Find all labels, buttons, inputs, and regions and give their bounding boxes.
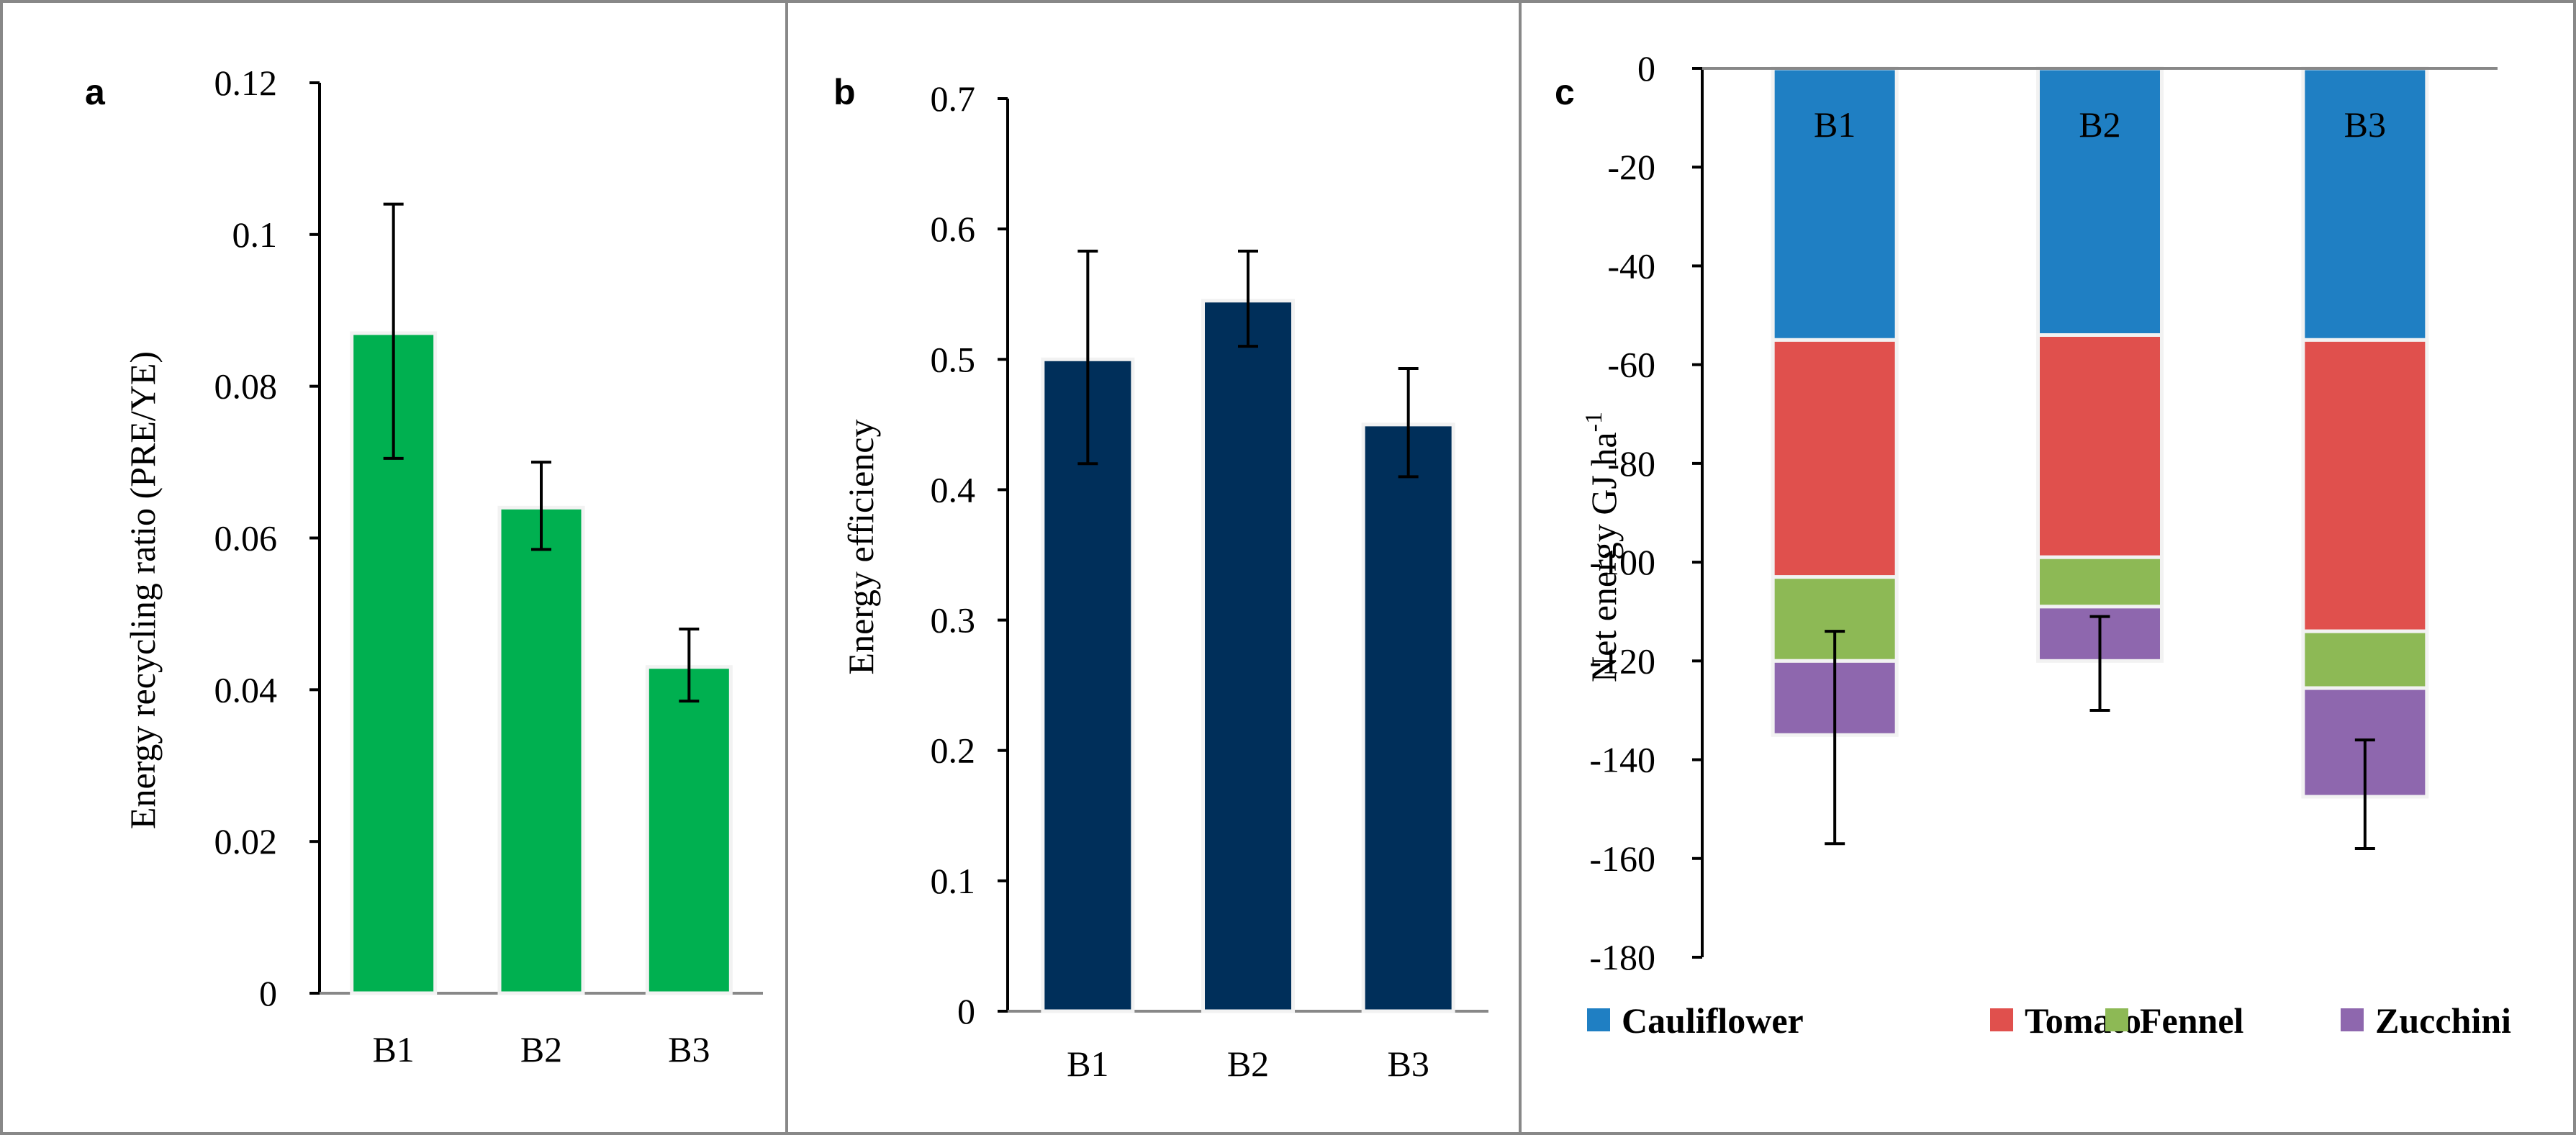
x-tick-label-B2: B2: [1227, 1044, 1269, 1084]
y-tick-label: 0.6: [931, 209, 976, 249]
x-tick-label-B3: B3: [1387, 1044, 1429, 1084]
x-tick-label-B2: B2: [520, 1029, 562, 1070]
legend-swatch-cauliflower: [1587, 1008, 1610, 1031]
bar-B1: [1041, 357, 1135, 1013]
y-tick-label: 0.3: [931, 600, 976, 641]
bar-label-B3: B3: [2344, 104, 2386, 145]
y-tick-label: 0.1: [931, 861, 976, 901]
legend-label-fennel: Fennel: [2140, 1000, 2244, 1041]
y-tick-label: 0.04: [214, 669, 278, 710]
y-tick-label: -180: [1589, 937, 1655, 977]
segment-cauliflower-B2: [2036, 66, 2164, 337]
panel-c-ylabel: Net energy GJ ha-1: [1581, 412, 1624, 682]
panel-c-ylabel-sup: -1: [1581, 412, 1607, 432]
segment-fennel-B3: [2301, 629, 2429, 690]
bar-label-B2: B2: [2079, 104, 2120, 145]
y-tick-label: -160: [1589, 838, 1655, 879]
legend-swatch-fennel: [2105, 1008, 2128, 1031]
y-tick-label: -40: [1607, 245, 1655, 286]
y-tick-label: -60: [1607, 345, 1655, 385]
x-tick-label-B3: B3: [668, 1029, 710, 1070]
bar-B3: [645, 665, 733, 995]
y-tick-label: 0.5: [931, 339, 976, 379]
y-tick-label: 0.4: [931, 469, 976, 510]
y-tick-label: 0.1: [232, 214, 278, 255]
panel-letter-b: b: [833, 72, 856, 112]
y-tick-label: 0.7: [931, 78, 976, 119]
legend-swatch-zucchini: [2341, 1008, 2364, 1031]
y-tick-label: 0: [957, 991, 975, 1031]
legend-label-cauliflower: Cauliflower: [1622, 1000, 1804, 1041]
bar-B2: [1201, 299, 1295, 1013]
legend-swatch-tomato: [1990, 1008, 2013, 1031]
x-tick-label-B1: B1: [372, 1029, 414, 1070]
y-tick-label: -80: [1607, 443, 1655, 484]
bar-B2: [497, 505, 585, 995]
segment-tomato-B2: [2036, 333, 2164, 559]
segment-fennel-B2: [2036, 555, 2164, 609]
bar-B3: [1361, 422, 1455, 1013]
y-tick-label: -120: [1589, 641, 1655, 681]
panel-a-chart: 0 0.02 0.04 0.06 0.08 0.1 0.12 B1 B2 B3: [214, 63, 763, 1070]
panel-c-chart: 0 -20 -40 -60 -80 -100 -120 -140 -160 -180 B1 B2 B3: [1589, 48, 2498, 977]
y-tick-label: 0.2: [931, 731, 976, 771]
segment-cauliflower-B3: [2301, 66, 2429, 342]
segment-tomato-B3: [2301, 338, 2429, 633]
y-tick-label: 0.08: [214, 366, 278, 407]
y-tick-label: 0: [259, 973, 277, 1013]
panel-letter-a: a: [85, 72, 106, 112]
panel-a-ylabel: Energy recycling ratio (PRE/YE): [122, 351, 163, 829]
y-tick-label: -140: [1589, 740, 1655, 780]
y-tick-label: 0.06: [214, 518, 278, 559]
panel-b-chart: 0 0.1 0.2 0.3 0.4 0.5 0.6 0.7 B1 B2 B3: [931, 78, 1488, 1084]
y-tick-label: -20: [1607, 147, 1655, 187]
panel-c-ylabel-text: Net energy GJ ha: [1583, 432, 1624, 682]
y-tick-label: 0.02: [214, 821, 278, 862]
bar-label-B1: B1: [1814, 104, 1856, 145]
y-tick-label: -100: [1589, 542, 1655, 582]
y-tick-label: 0: [1637, 48, 1655, 89]
y-tick-label: 0.12: [214, 63, 278, 103]
panel-letter-c: c: [1555, 72, 1575, 112]
panel-b-ylabel: Energy efficiency: [841, 420, 881, 675]
x-tick-label-B1: B1: [1067, 1044, 1108, 1084]
legend-label-zucchini: Zucchini: [2375, 1000, 2511, 1041]
segment-tomato-B1: [1771, 338, 1899, 579]
